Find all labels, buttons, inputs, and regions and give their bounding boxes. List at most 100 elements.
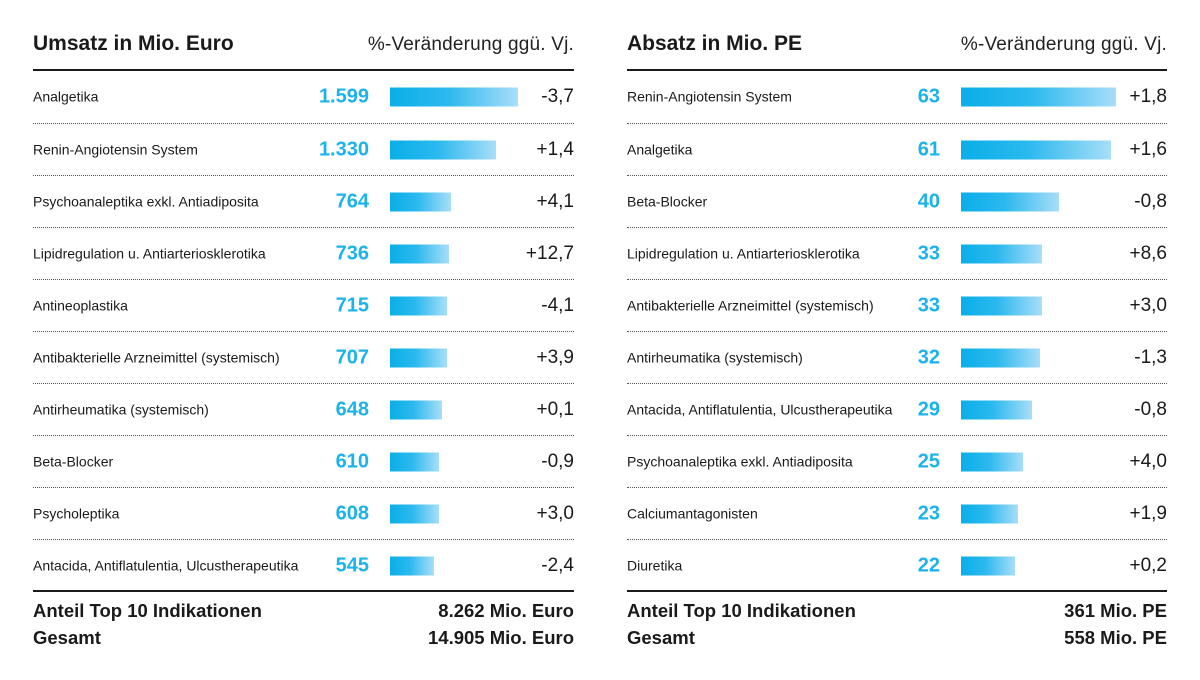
absatz-row: Diuretika 22 +0,2: [627, 539, 1167, 591]
umsatz-category-label: Renin-Angiotensin System: [33, 141, 198, 157]
umsatz-row: Antirheumatika (systemisch) 648 +0,1: [33, 383, 574, 435]
absatz-header: Absatz in Mio. PE %-Veränderung ggü. Vj.: [627, 32, 1167, 60]
absatz-category-label: Calciumantagonisten: [627, 505, 758, 521]
absatz-value-label: 33: [917, 242, 940, 264]
absatz-bar: [961, 192, 1059, 211]
absatz-total-value: 558 Mio. PE: [1064, 627, 1167, 648]
umsatz-change-label: +3,9: [536, 346, 574, 368]
absatz-value-label: 32: [917, 346, 940, 368]
umsatz-change-label: +3,0: [536, 502, 574, 524]
absatz-value-label: 61: [917, 138, 940, 160]
umsatz-bar: [390, 556, 434, 575]
absatz-category-label: Psychoanaleptika exkl. Antiadiposita: [627, 453, 853, 469]
umsatz-bar: [390, 87, 518, 107]
umsatz-row: Antibakterielle Arzneimittel (systemisch…: [33, 331, 574, 383]
umsatz-category-label: Antineoplastika: [33, 297, 128, 313]
umsatz-row: Beta-Blocker 610 -0,9: [33, 435, 574, 487]
absatz-change-label: +1,6: [1129, 138, 1167, 160]
umsatz-row: Renin-Angiotensin System 1.330 +1,4: [33, 123, 574, 175]
absatz-bar: [961, 504, 1018, 523]
absatz-change-label: +3,0: [1129, 294, 1167, 316]
umsatz-bar: [390, 296, 447, 315]
umsatz-category-label: Analgetika: [33, 88, 99, 105]
umsatz-value-label: 648: [335, 398, 369, 420]
absatz-total-label: Gesamt: [627, 627, 695, 648]
absatz-change-label: +1,8: [1129, 86, 1167, 107]
umsatz-footer: Anteil Top 10 Indikationen 8.262 Mio. Eu…: [33, 600, 574, 654]
umsatz-bar: [390, 244, 449, 263]
absatz-row: Lipidregulation u. Antiarteriosklerotika…: [627, 227, 1167, 279]
umsatz-change-label: -2,4: [541, 554, 574, 576]
umsatz-value-label: 1.599: [318, 85, 369, 108]
absatz-category-label: Antirheumatika (systemisch): [627, 349, 803, 365]
umsatz-row: Psycholeptika 608 +3,0: [33, 487, 574, 539]
absatz-change-label: -0,8: [1134, 190, 1167, 212]
umsatz-value-label: 764: [335, 190, 369, 212]
absatz-row: Calciumantagonisten 23 +1,9: [627, 487, 1167, 539]
umsatz-change-label: +0,1: [536, 398, 574, 420]
absatz-change-label: -0,8: [1134, 398, 1167, 420]
absatz-bar: [961, 348, 1040, 367]
umsatz-top10-value: 8.262 Mio. Euro: [438, 600, 574, 621]
umsatz-bar: [390, 400, 442, 419]
absatz-footer-row-top10: Anteil Top 10 Indikationen 361 Mio. PE: [627, 600, 1167, 627]
umsatz-row: Analgetika 1.599 -3,7: [33, 71, 574, 123]
absatz-bar: [961, 140, 1111, 159]
umsatz-category-label: Lipidregulation u. Antiarteriosklerotika: [33, 245, 266, 261]
absatz-bar: [961, 452, 1023, 471]
umsatz-change-label: +12,7: [525, 242, 574, 264]
absatz-bottom-rule: [627, 590, 1167, 592]
umsatz-value-label: 1.330: [318, 138, 369, 160]
absatz-rows: Renin-Angiotensin System 63 +1,8 Analgetika…: [627, 71, 1167, 591]
absatz-category-label: Antibakterielle Arzneimittel (systemisch…: [627, 297, 874, 313]
absatz-bar: [961, 400, 1032, 419]
umsatz-header: Umsatz in Mio. Euro %-Veränderung ggü. V…: [33, 32, 574, 60]
umsatz-value-label: 707: [335, 346, 369, 368]
absatz-bar: [961, 556, 1015, 575]
umsatz-title: Umsatz in Mio. Euro: [33, 32, 234, 55]
umsatz-bar: [390, 504, 439, 523]
umsatz-row: Antacida, Antiflatulentia, Ulcustherapeu…: [33, 539, 574, 591]
umsatz-bar: [390, 348, 447, 367]
umsatz-category-label: Psychoanaleptika exkl. Antiadiposita: [33, 193, 259, 209]
absatz-value-label: 23: [917, 502, 940, 524]
absatz-category-label: Antacida, Antiflatulentia, Ulcustherapeu…: [627, 401, 893, 417]
absatz-row: Antirheumatika (systemisch) 32 -1,3: [627, 331, 1167, 383]
umsatz-top10-label: Anteil Top 10 Indikationen: [33, 600, 262, 621]
umsatz-change-label: +1,4: [536, 138, 574, 160]
absatz-value-label: 63: [917, 85, 940, 108]
absatz-value-label: 22: [917, 554, 940, 576]
absatz-top10-label: Anteil Top 10 Indikationen: [627, 600, 856, 621]
absatz-bar: [961, 87, 1116, 107]
absatz-title: Absatz in Mio. PE: [627, 32, 803, 55]
absatz-footer: Anteil Top 10 Indikationen 361 Mio. PE G…: [627, 600, 1167, 654]
absatz-category-label: Analgetika: [627, 141, 693, 157]
umsatz-footer-row-top10: Anteil Top 10 Indikationen 8.262 Mio. Eu…: [33, 600, 574, 627]
umsatz-footer-row-total: Gesamt 14.905 Mio. Euro: [33, 627, 574, 654]
absatz-category-label: Beta-Blocker: [627, 193, 708, 209]
absatz-category-label: Lipidregulation u. Antiarteriosklerotika: [627, 245, 860, 261]
absatz-change-label: +4,0: [1129, 450, 1167, 472]
umsatz-category-label: Antacida, Antiflatulentia, Ulcustherapeu…: [33, 557, 299, 573]
umsatz-change-label: -0,9: [541, 450, 574, 472]
absatz-row: Renin-Angiotensin System 63 +1,8: [627, 71, 1167, 123]
umsatz-category-label: Psycholeptika: [33, 505, 120, 521]
umsatz-total-value: 14.905 Mio. Euro: [428, 627, 574, 648]
umsatz-bottom-rule: [33, 590, 574, 592]
umsatz-value-label: 545: [335, 554, 369, 576]
absatz-category-label: Diuretika: [627, 557, 683, 573]
absatz-category-label: Renin-Angiotensin System: [627, 88, 792, 105]
umsatz-category-label: Beta-Blocker: [33, 453, 114, 469]
absatz-change-label: +1,9: [1129, 502, 1167, 524]
umsatz-category-label: Antibakterielle Arzneimittel (systemisch…: [33, 349, 280, 365]
absatz-row: Antacida, Antiflatulentia, Ulcustherapeu…: [627, 383, 1167, 435]
umsatz-value-label: 610: [335, 450, 369, 472]
umsatz-category-label: Antirheumatika (systemisch): [33, 401, 209, 417]
absatz-footer-row-total: Gesamt 558 Mio. PE: [627, 627, 1167, 654]
umsatz-row: Antineoplastika 715 -4,1: [33, 279, 574, 331]
absatz-value-label: 40: [917, 190, 940, 212]
absatz-change-label: +8,6: [1129, 242, 1167, 264]
umsatz-change-label: -3,7: [541, 86, 574, 107]
umsatz-change-label: +4,1: [536, 190, 574, 212]
umsatz-row: Lipidregulation u. Antiarteriosklerotika…: [33, 227, 574, 279]
